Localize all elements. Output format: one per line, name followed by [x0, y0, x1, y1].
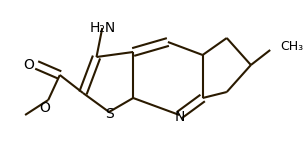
Text: S: S: [105, 107, 114, 121]
Text: O: O: [39, 101, 50, 115]
Text: O: O: [24, 58, 34, 72]
Text: N: N: [174, 110, 185, 124]
Text: H₂N: H₂N: [89, 21, 115, 35]
Text: CH₃: CH₃: [280, 40, 303, 53]
